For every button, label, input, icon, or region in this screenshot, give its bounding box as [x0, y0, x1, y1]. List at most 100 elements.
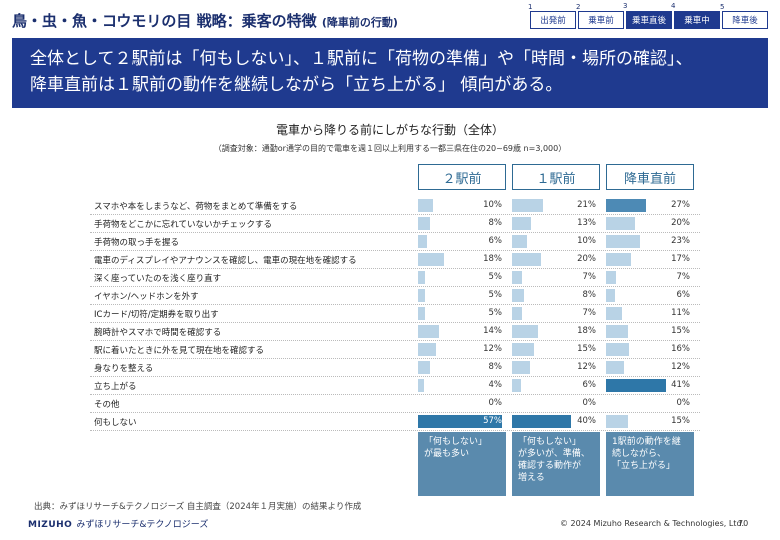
value-label: 18% [577, 326, 596, 336]
bar-1-10 [512, 379, 521, 392]
bar-2-1 [606, 217, 636, 230]
bar-1-9 [512, 361, 530, 374]
value-label: 0% [582, 398, 597, 408]
row-separator [90, 250, 700, 251]
bar-0-8 [418, 343, 436, 356]
value-label: 0% [676, 398, 691, 408]
bar-1-4 [512, 271, 523, 284]
row-separator [90, 232, 700, 233]
category-label: 身なりを整える [94, 364, 154, 374]
bar-1-1 [512, 217, 532, 230]
callout-line: 「立ち上がる」 [612, 461, 676, 471]
value-label: 7% [582, 272, 597, 282]
bar-2-10 [606, 379, 667, 392]
bar-1-3 [512, 253, 542, 266]
value-label: 16% [671, 344, 690, 354]
bar-0-12 [418, 415, 502, 428]
value-label: 40% [577, 416, 596, 426]
step-label: 出発前 [540, 16, 566, 26]
row-separator [90, 304, 700, 305]
category-label: 深く座っていたのを浅く座り直す [94, 274, 222, 284]
logo-mark: MIZUHO [28, 520, 73, 530]
bar-2-6 [606, 307, 623, 320]
row-separator [90, 358, 700, 359]
value-label: 12% [671, 362, 690, 372]
bar-1-7 [512, 325, 539, 338]
step-number: 1 [528, 3, 533, 11]
value-label: 20% [671, 218, 690, 228]
bar-0-7 [418, 325, 439, 338]
category-label: 手荷物をどこかに忘れていないかチェックする [94, 220, 272, 230]
process-steps: 1 出発前 2 乗車前 3 乗車直後 4 乗車中 5 降車後 [528, 2, 770, 31]
row-separator [90, 322, 700, 323]
source-note: 出典：みずほリサーチ&テクノロジーズ 自主調査（2024年１月実施）の結果より作… [34, 502, 362, 512]
value-label: 0% [488, 398, 503, 408]
value-label: 20% [577, 254, 596, 264]
row-separator [90, 286, 700, 287]
value-label: 8% [582, 290, 597, 300]
category-label: スマホや本をしまうなど、荷物をまとめて準備をする [94, 202, 298, 212]
step-number: 4 [671, 2, 676, 10]
row-separator [90, 394, 700, 395]
bar-0-5 [418, 289, 426, 302]
summary-line-1: 全体として２駅前は「何もしない」、１駅前に「荷物の準備」や「時間・場所の確認」、 [30, 49, 693, 69]
step-number: 2 [576, 3, 581, 11]
bar-2-4 [606, 271, 617, 284]
chart-title: 電車から降りる前にしがちな行動（全体） [275, 123, 504, 137]
callout-line: 「何もしない」 [518, 437, 582, 447]
value-label: 15% [671, 326, 690, 336]
bar-1-12 [512, 415, 571, 428]
value-label: 11% [671, 308, 690, 318]
bar-2-8 [606, 343, 630, 356]
bar-1-0 [512, 199, 543, 212]
callout-line: が最も多い [424, 449, 470, 459]
row-separator [90, 340, 700, 341]
value-label: 4% [488, 380, 503, 390]
bar-2-9 [606, 361, 624, 374]
step-1: 1 出発前 [528, 3, 576, 29]
page-title: 鳥・虫・魚・コウモリの目 戦略：乗客の特徴 (降車前の行動) [12, 12, 398, 30]
bar-0-4 [418, 271, 426, 284]
value-label: 18% [483, 254, 502, 264]
value-label: 27% [671, 200, 690, 210]
callout-line: 1駅前の動作を継 [612, 437, 681, 447]
column-header-0: ２駅前 [418, 164, 506, 190]
callout-line: 確認する動作が [518, 461, 582, 471]
value-label: 5% [488, 272, 503, 282]
category-label: その他 [94, 400, 120, 410]
value-label: 6% [488, 236, 503, 246]
value-label: 15% [577, 344, 596, 354]
value-label: 17% [671, 254, 690, 264]
value-label: 21% [577, 200, 596, 210]
step-2: 2 乗車前 [576, 3, 624, 29]
summary-line-2: 降車直前は１駅前の動作を継続しながら「立ち上がる」 傾向がある。 [30, 75, 563, 95]
bar-1-2 [512, 235, 527, 248]
callout-0: 「何もしない」 が最も多い [418, 432, 506, 496]
value-label: 8% [488, 218, 503, 228]
value-label: 5% [488, 290, 503, 300]
page-number: 70 [738, 519, 749, 528]
category-label: 立ち上がる [94, 382, 137, 392]
bar-0-3 [418, 253, 445, 266]
bar-0-10 [418, 379, 424, 392]
bar-2-2 [606, 235, 640, 248]
value-label: 10% [577, 236, 596, 246]
bar-2-3 [606, 253, 631, 266]
bar-0-1 [418, 217, 430, 230]
value-label: 12% [483, 344, 502, 354]
callout-line: 増える [518, 473, 545, 483]
value-label: 8% [488, 362, 503, 372]
bar-1-5 [512, 289, 524, 302]
row-separator [90, 214, 700, 215]
callout-1: 「何もしない」 が多いが、準備、 確認する動作が 増える [512, 432, 600, 496]
survey-note: （調査対象：通勤or通学の目的で電車を週１回以上利用する一都三県在住の20~69… [213, 144, 567, 153]
step-5: 5 降車後 [720, 3, 768, 29]
value-label: 12% [577, 362, 596, 372]
value-label: 10% [483, 200, 502, 210]
bar-1-6 [512, 307, 523, 320]
step-4: 4 乗車中 [671, 2, 720, 29]
column-header-1: １駅前 [512, 164, 600, 190]
column-header-2: 降車直前 [606, 164, 694, 190]
category-label: 駅に着いたときに外を見て現在地を確認する [94, 346, 265, 356]
value-label: 15% [671, 416, 690, 426]
